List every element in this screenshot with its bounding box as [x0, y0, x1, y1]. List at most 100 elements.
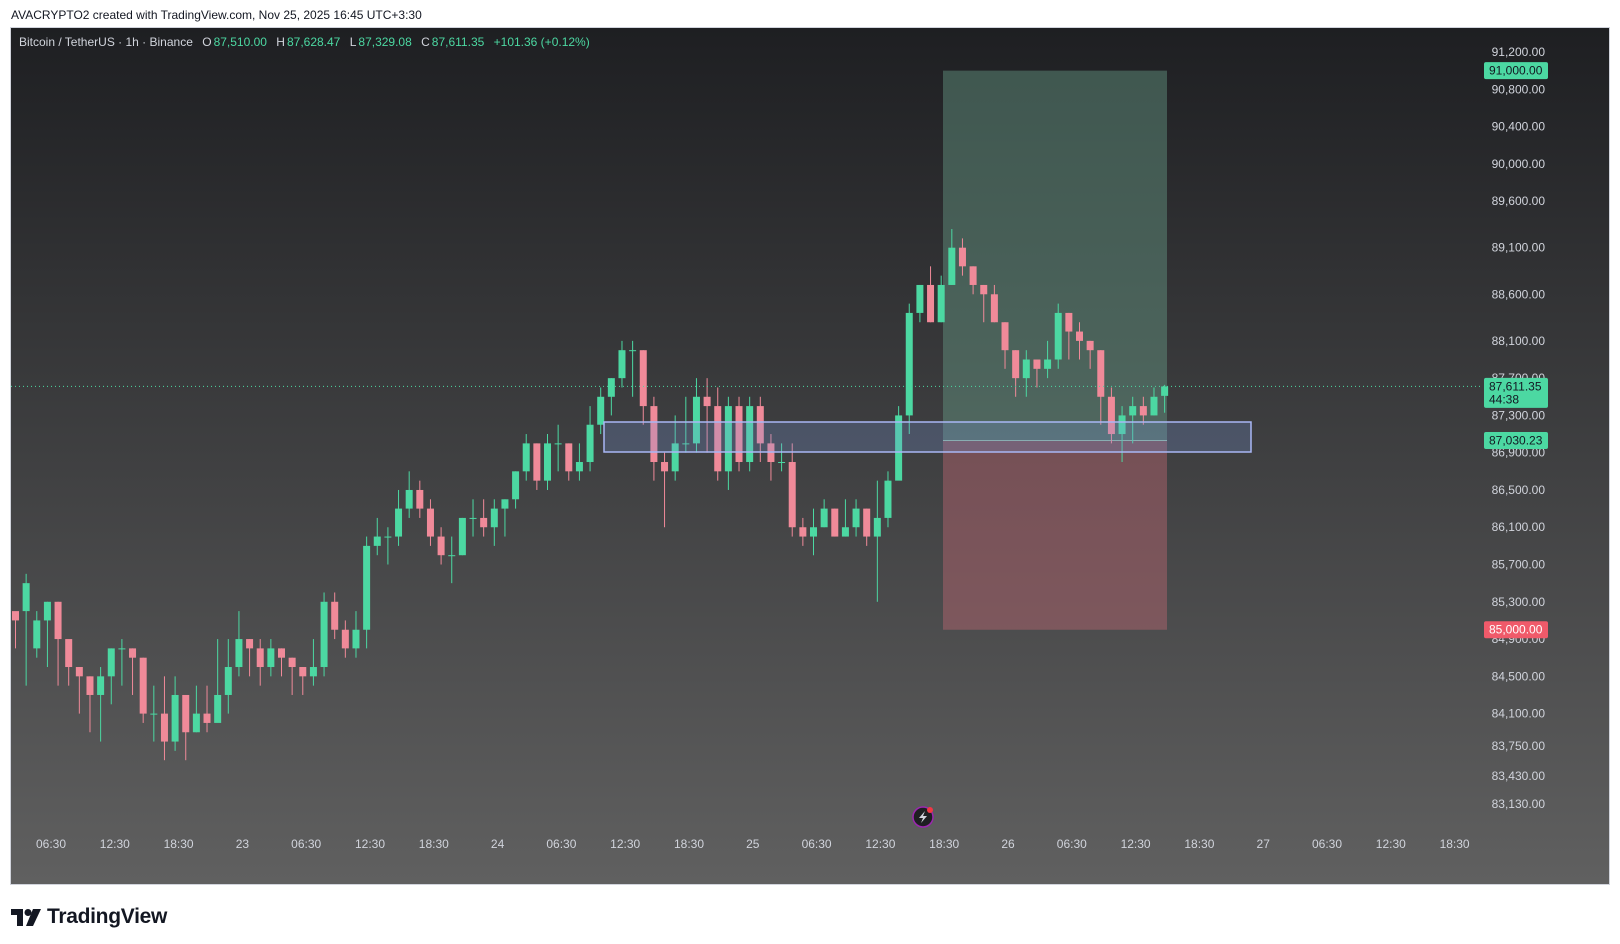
candle-body — [469, 517, 477, 519]
current-price-tag-box — [1484, 377, 1548, 408]
candle — [799, 517, 807, 546]
take-profit-zone[interactable] — [943, 70, 1167, 441]
candle-body — [54, 601, 62, 640]
candle — [1161, 384, 1169, 413]
price-chart[interactable]: 91,200.00 90,800.00 90,400.00 90,000.00 89,6… — [11, 28, 1609, 884]
candle — [54, 601, 62, 686]
brand-name: TradingView — [47, 905, 168, 928]
candle-body — [810, 527, 817, 537]
candle-body — [299, 667, 307, 677]
candle-body — [341, 629, 349, 649]
candle — [309, 639, 317, 686]
y-tick-label: 90,400.00 — [1492, 120, 1546, 134]
entry-price-tag: 87,030.23 — [1484, 432, 1548, 450]
candle-body — [597, 396, 605, 425]
tradingview-logo[interactable]: TradingView — [11, 905, 167, 929]
candle — [544, 434, 551, 490]
candle — [820, 499, 828, 528]
symbol-label[interactable]: Bitcoin / TetherUS · 1h · Binance — [19, 35, 193, 49]
low-label: L — [349, 35, 357, 49]
candle-body — [150, 713, 158, 715]
stop-loss-tag: 85,000.00 — [1484, 621, 1548, 639]
candle-body — [1086, 340, 1094, 351]
current-price-tag-text: 87,611.35 — [1489, 379, 1542, 393]
x-tick-label: 12:30 — [610, 837, 640, 851]
candle — [756, 396, 764, 463]
candle — [288, 657, 296, 695]
candle-body — [12, 611, 19, 621]
candle-body — [139, 657, 147, 714]
candle — [352, 611, 360, 658]
candle-body — [395, 508, 403, 537]
x-tick-label: 18:30 — [419, 837, 449, 851]
candle — [469, 499, 477, 537]
candle — [278, 648, 285, 677]
x-tick-label: 06:30 — [1312, 837, 1342, 851]
candle-body — [86, 676, 94, 695]
replay-lightning-icon[interactable] — [912, 806, 934, 828]
x-tick-label: 06:30 — [546, 837, 576, 851]
candle — [1076, 322, 1083, 360]
x-tick-label: 06:30 — [1057, 837, 1087, 851]
stop-loss-zone[interactable] — [943, 440, 1167, 630]
candle — [1022, 350, 1030, 397]
candle — [607, 378, 615, 416]
candle-body — [65, 639, 73, 668]
candle-body — [1022, 359, 1030, 379]
take-profit-tag: 91,000.00 — [1484, 62, 1548, 80]
support-zone-box[interactable] — [603, 421, 1252, 453]
current-price-tag-countdown: 44:38 — [1489, 392, 1519, 406]
candle — [905, 303, 913, 435]
x-tick-label: 12:30 — [355, 837, 385, 851]
candle — [97, 667, 105, 742]
candle-body — [778, 462, 786, 464]
change-value: +101.36 (+0.12%) — [493, 35, 590, 49]
candle — [714, 387, 722, 481]
candle-body — [1118, 415, 1126, 435]
candle — [214, 639, 222, 723]
y-tick-label: 84,500.00 — [1492, 669, 1546, 683]
candle — [192, 685, 200, 733]
candle-body — [522, 443, 530, 472]
candle-body — [437, 536, 445, 556]
candle — [586, 406, 594, 472]
candle — [703, 378, 711, 453]
candle-body — [501, 499, 509, 509]
candle-body — [1012, 350, 1020, 379]
high-label: H — [276, 35, 285, 49]
candle — [43, 601, 51, 668]
candle — [458, 517, 466, 556]
open-value: 87,510.00 — [213, 35, 267, 49]
chart-panel[interactable]: 91,200.00 90,800.00 90,400.00 90,000.00 89,6… — [10, 27, 1610, 885]
candle-body — [990, 294, 998, 323]
candle-body — [1044, 359, 1052, 369]
candle-body — [331, 601, 339, 630]
candle — [873, 480, 881, 602]
candle — [788, 443, 796, 537]
candle — [884, 471, 892, 528]
ohlc-legend: Bitcoin / TetherUS · 1h · Binance O 87,51… — [19, 35, 590, 49]
x-tick-label: 06:30 — [291, 837, 321, 851]
candle-body — [160, 713, 168, 742]
candle — [33, 611, 41, 658]
x-tick-label: 12:30 — [1376, 837, 1406, 851]
candle — [618, 340, 626, 388]
candle — [1107, 387, 1115, 444]
candle — [182, 694, 190, 761]
candle-body — [916, 284, 924, 313]
x-tick-label: 12:30 — [1121, 837, 1151, 851]
candle-body — [22, 583, 30, 612]
candle — [810, 508, 817, 556]
candle-body — [661, 462, 669, 472]
candle — [480, 499, 488, 537]
candle-body — [714, 406, 722, 472]
candle — [916, 284, 924, 323]
y-tick-label: 83,750.00 — [1492, 739, 1546, 753]
y-tick-label: 86,100.00 — [1492, 520, 1546, 534]
candle — [86, 676, 94, 733]
candle — [831, 508, 839, 537]
candle-body — [969, 266, 977, 285]
candle — [267, 639, 275, 677]
candle — [512, 471, 520, 509]
y-tick-label: 89,600.00 — [1492, 194, 1546, 208]
